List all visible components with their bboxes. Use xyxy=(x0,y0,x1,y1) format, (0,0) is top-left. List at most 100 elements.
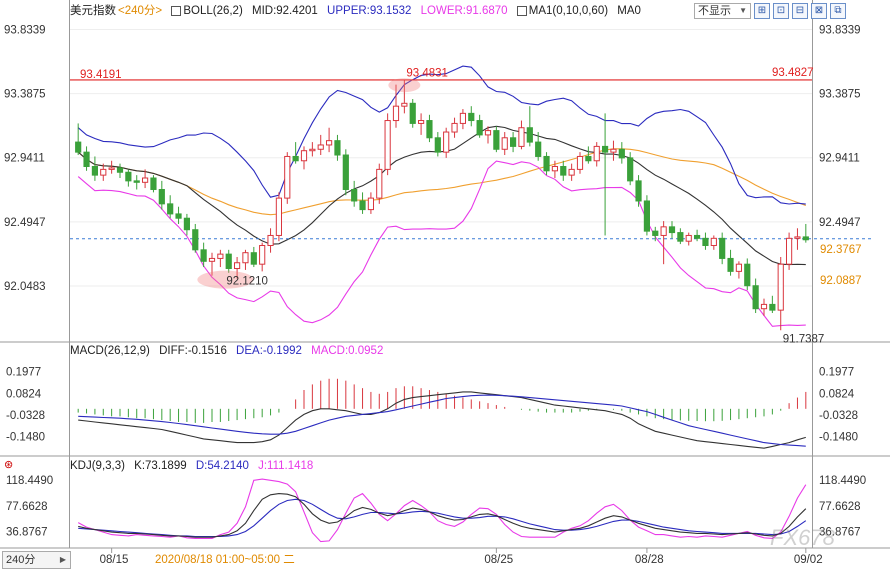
candle-body xyxy=(75,141,82,153)
macd-dea-label: DEA:-0.1992 xyxy=(236,345,302,357)
y-tick-label-right: 93.3875 xyxy=(819,89,861,101)
candle-body xyxy=(785,237,793,265)
kdj-d-label: D:54.2140 xyxy=(195,460,249,472)
candle-body xyxy=(167,203,174,215)
candle-body xyxy=(83,151,90,168)
candle-body xyxy=(735,263,743,272)
macd-y-tick: 0.1977 xyxy=(6,367,41,379)
candle-body xyxy=(208,257,216,262)
macd-y-tick: -0.0328 xyxy=(6,410,45,422)
macd-y-tick-right: 0.0824 xyxy=(819,388,855,400)
candle-body xyxy=(392,105,400,122)
candle-body xyxy=(501,137,508,150)
candle-body xyxy=(484,130,492,136)
candle-body xyxy=(434,137,441,153)
candle-body xyxy=(518,127,525,147)
y-tick-label: 92.9411 xyxy=(4,153,45,165)
ma-line xyxy=(77,148,806,216)
candle-body xyxy=(351,188,358,202)
candle-body xyxy=(660,226,667,236)
candle-body xyxy=(560,166,567,176)
period-label: <240分> xyxy=(118,5,163,17)
candle-body xyxy=(752,285,759,310)
macd-title: MACD(26,12,9) xyxy=(70,345,150,357)
boll-lower-line xyxy=(77,160,806,327)
candle-body xyxy=(376,168,383,199)
candle-body xyxy=(108,167,115,170)
candle-body xyxy=(593,145,600,162)
kdj-j-line xyxy=(77,478,807,543)
timeframe-select[interactable]: 240分 ▶ xyxy=(2,551,71,569)
candle-body xyxy=(744,263,751,287)
candle-body xyxy=(610,148,617,153)
candle-body xyxy=(233,262,241,269)
ma-toggle-checkbox[interactable] xyxy=(516,5,527,16)
candle-body xyxy=(443,131,450,153)
zoom-out-icon[interactable]: ⊟ xyxy=(792,3,808,19)
macd-y-tick-right: -0.0328 xyxy=(819,410,858,422)
candle-body xyxy=(309,148,316,152)
candle-body xyxy=(543,155,550,172)
candle-body xyxy=(116,167,124,173)
kdj-header: KDJ(9,3,3) K:73.1899 D:54.2140 J:111.141… xyxy=(70,458,319,474)
y-tick-label: 93.8339 xyxy=(4,24,46,36)
current-price-tag: 92.3767 xyxy=(820,244,862,256)
boll-upper-line xyxy=(77,65,806,205)
boll-mid-label: MID:92.4201 xyxy=(251,5,318,17)
candle-body xyxy=(409,102,416,124)
timeframe-value: 240分 xyxy=(6,554,36,566)
grid-layout-icon[interactable]: ⊞ xyxy=(754,3,770,19)
candle-body xyxy=(417,120,425,124)
y-tick-label: 93.3875 xyxy=(4,89,46,101)
candle-body xyxy=(384,120,391,170)
ma-label: MA1(0,10,0,60) xyxy=(528,5,609,17)
candle-body xyxy=(317,144,324,150)
kdj-j-label: J:111.1418 xyxy=(258,460,314,472)
zoom-in-icon[interactable]: ⊡ xyxy=(773,3,789,19)
candle-body xyxy=(300,150,308,162)
kdj-k-line xyxy=(78,493,807,538)
candle-body xyxy=(635,180,642,202)
boll-upper-label: UPPER:93.1532 xyxy=(327,5,412,17)
kdj-y-tick: 118.4490 xyxy=(6,475,53,487)
macd-y-tick: 0.0824 xyxy=(6,388,42,400)
candle-body xyxy=(158,188,165,205)
candle-body xyxy=(200,249,207,262)
candle-body xyxy=(693,234,701,239)
candle-body xyxy=(551,166,559,172)
candle-body xyxy=(668,226,676,234)
kdj-y-tick: 77.6628 xyxy=(6,501,48,513)
window-icon[interactable]: ⧉ xyxy=(830,3,846,19)
display-select[interactable]: 不显示 ▼ xyxy=(694,3,751,19)
candle-body xyxy=(125,171,132,182)
x-tick-label: 09/02 xyxy=(794,554,823,566)
display-select-value: 不显示 xyxy=(698,5,731,17)
candle-body xyxy=(175,213,182,219)
cursor-time-label: 2020/08/18 01:00~05:00 二 xyxy=(155,554,295,566)
candle-body xyxy=(451,122,458,133)
candle-body xyxy=(141,177,149,183)
low-marker xyxy=(197,270,254,289)
candle-body xyxy=(627,157,634,182)
crosshair-icon[interactable]: ⊛ xyxy=(4,459,14,471)
candle-body xyxy=(359,200,366,211)
reset-view-icon[interactable]: ⊠ xyxy=(811,3,827,19)
candle-body xyxy=(802,236,809,241)
candle-body xyxy=(685,234,692,242)
candle-body xyxy=(325,140,333,146)
candle-body xyxy=(133,180,140,183)
candle-body xyxy=(292,155,299,162)
candle-body xyxy=(493,130,500,150)
kdj-y-tick-right: 36.8767 xyxy=(819,527,861,539)
candle-body xyxy=(334,140,341,156)
kdj-title: KDJ(9,3,3) xyxy=(70,460,125,472)
candle-body xyxy=(710,237,717,247)
candle-body xyxy=(794,236,801,239)
boll-toggle-checkbox[interactable] xyxy=(171,5,182,16)
boll-lower-label: LOWER:91.6870 xyxy=(420,5,508,17)
candle-body xyxy=(225,253,232,269)
candle-body xyxy=(426,120,433,139)
candle-body xyxy=(618,148,625,159)
main-header: 美元指数 <240分> BOLL(26,2) MID:92.4201 UPPER:… xyxy=(70,3,647,19)
